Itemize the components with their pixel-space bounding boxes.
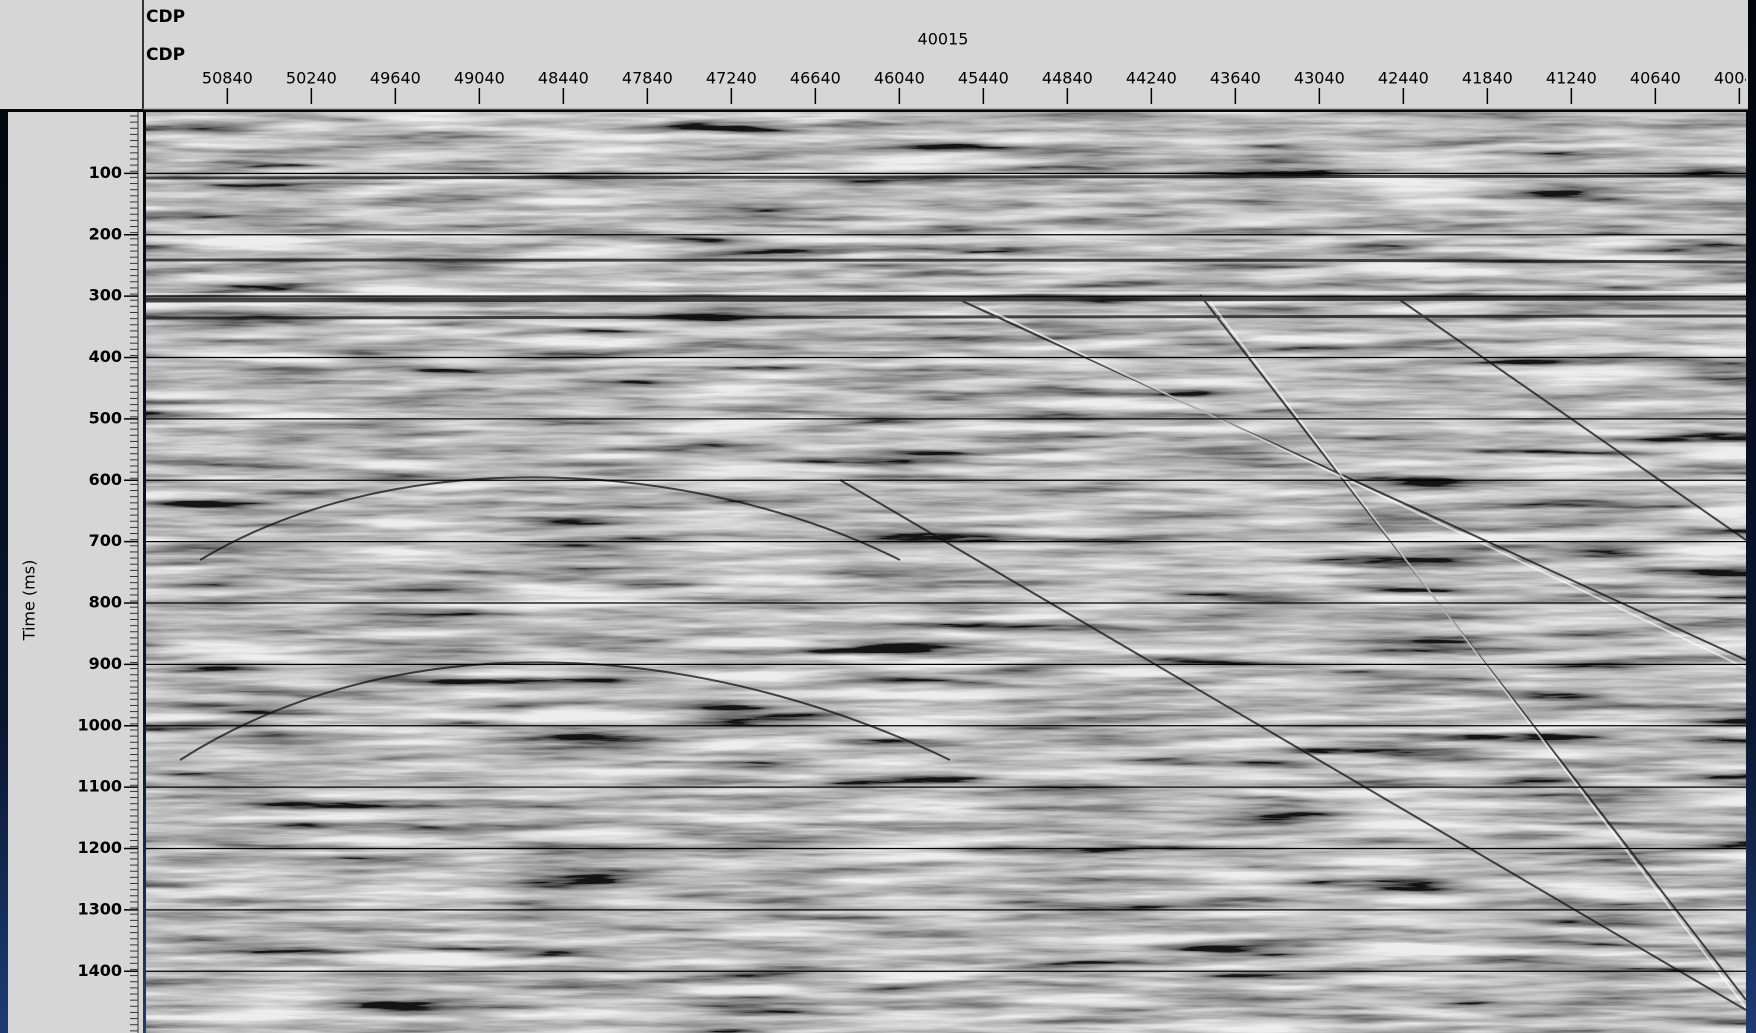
x-tick-label: 45440 [958,69,1009,88]
x-tick-label: 40040 [1714,69,1756,88]
y-tick-label: 400 [89,347,122,366]
header-value: 40015 [918,30,969,49]
y-tick-label: 1400 [77,961,122,980]
reflector [1209,301,1746,1009]
x-tick-label: 40640 [1630,69,1681,88]
reflector [979,305,1746,669]
x-tick-label: 46640 [790,69,841,88]
reflector [146,258,1746,264]
reflector [199,476,901,561]
x-tick-label: 44840 [1042,69,1093,88]
reflector [146,295,1746,303]
x-tick-label: 41240 [1546,69,1597,88]
seismic-image [146,112,1746,1033]
x-tick-label: 43640 [1210,69,1261,88]
header-panel [0,0,1748,109]
y-tick-label: 500 [89,408,122,427]
reflectors-light [146,291,1746,1009]
x-tick-label: 46040 [874,69,925,88]
x-tick-label: 50240 [286,69,337,88]
y-tick-label: 900 [89,654,122,673]
reflector [146,314,1746,320]
y-tick-label: 1200 [77,838,122,857]
x-ticks: 50840 50240 49640 49040 48440 47840 47240 46640… [202,69,1756,104]
y-tick-label: 600 [89,470,122,489]
x-tick-label: 48440 [538,69,589,88]
y-tick-label: 100 [89,163,122,182]
y-tick-label: 300 [89,286,122,305]
reflector [179,661,951,761]
y-tick-label: 1100 [77,777,122,796]
y-tick-label: 1000 [77,715,122,734]
x-tick-label: 41840 [1462,69,1513,88]
x-tick-label: 50840 [202,69,253,88]
x-tick-label: 42440 [1378,69,1429,88]
y-tick-label: 800 [89,593,122,612]
x-tick-label: 49640 [370,69,421,88]
header-label: CDP [146,45,185,65]
x-tick-label: 43040 [1294,69,1345,88]
axis-panel [8,112,143,1033]
reflector [839,479,1746,1011]
reflector [1399,299,1746,541]
reflector [146,174,1746,180]
corner-panel [0,0,143,109]
reflector [146,291,1746,295]
minor-ticks [130,115,138,1032]
x-tick-label: 44240 [1126,69,1177,88]
header-label: CDP [146,7,185,27]
y-tick-label: 700 [89,531,122,550]
image-texture [146,112,1746,1033]
y-tick-label: 200 [89,224,122,243]
x-tick-label: 47240 [706,69,757,88]
y-tick-label: 1300 [77,899,122,918]
y-axis-title: Time (ms) [20,560,39,642]
x-tick-label: 49040 [454,69,505,88]
x-tick-label: 47840 [622,69,673,88]
